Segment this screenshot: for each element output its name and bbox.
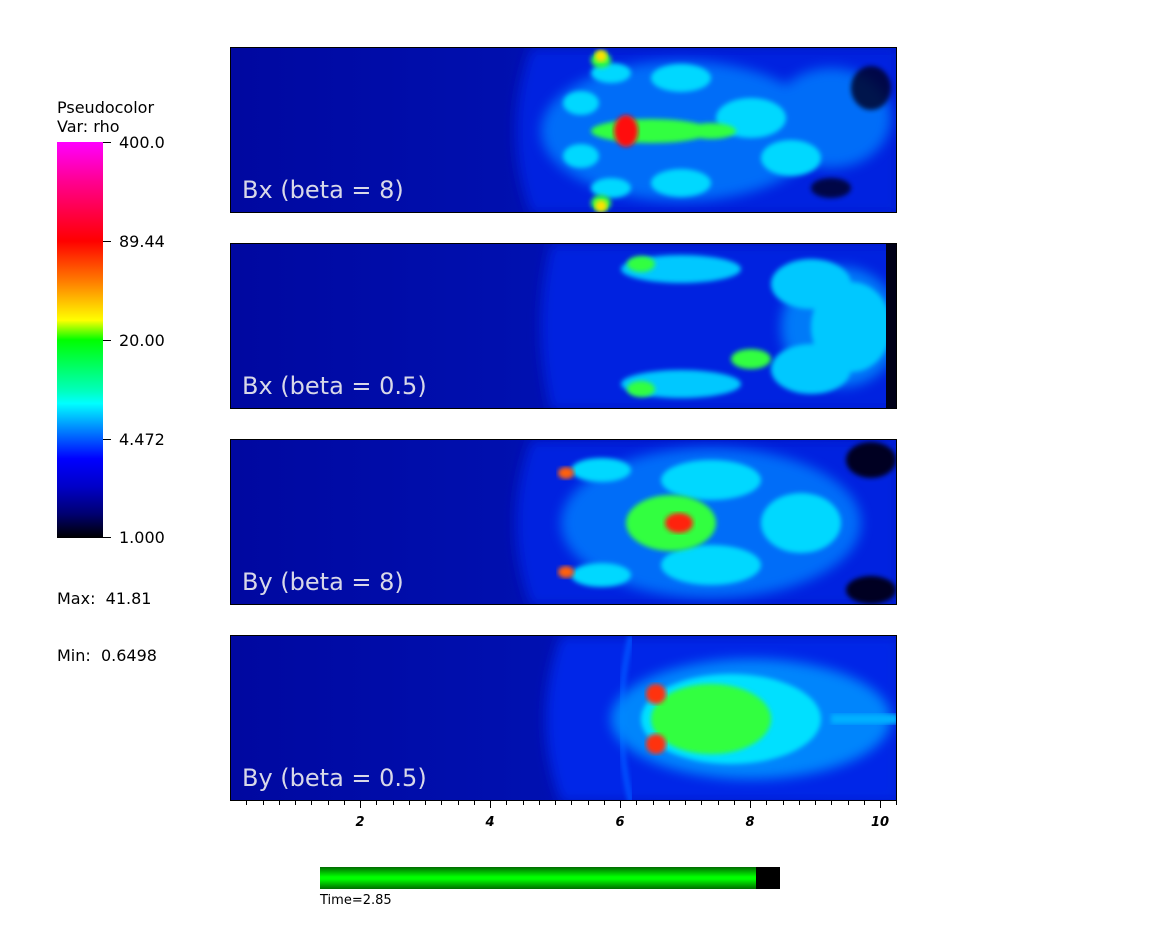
x-axis-tick — [734, 800, 735, 805]
x-axis-tick — [750, 800, 751, 808]
x-axis-tick — [279, 800, 280, 805]
x-axis-tick — [718, 800, 719, 805]
x-axis-tick — [669, 800, 670, 805]
x-axis-tick — [555, 800, 556, 805]
x-axis-tick — [620, 800, 621, 808]
colorbar-tick — [103, 537, 111, 538]
x-axis-tick — [588, 800, 589, 805]
panel-label: By (beta = 8) — [242, 568, 404, 596]
x-axis-tick — [523, 800, 524, 805]
legend-min: Min: 0.6498 — [57, 646, 157, 665]
x-axis-tick-label: 2 — [355, 815, 365, 830]
x-axis-tick — [636, 800, 637, 805]
x-axis-tick — [815, 800, 816, 805]
panel-label: Bx (beta = 0.5) — [242, 372, 427, 400]
time-progress-fill — [320, 867, 757, 889]
panel-label: Bx (beta = 8) — [242, 176, 404, 204]
x-axis-line — [230, 800, 897, 801]
x-axis-tick — [246, 800, 247, 805]
colorbar-tick-label: 400.0 — [119, 133, 165, 152]
density-field-image — [231, 636, 896, 800]
simulation-panel-bx-beta-0-5: Bx (beta = 0.5) — [230, 243, 897, 409]
colorbar-tick-label: 20.00 — [119, 331, 165, 350]
simulation-panel-bx-beta-8: Bx (beta = 8) — [230, 47, 897, 213]
x-axis-tick-label: 4 — [485, 815, 495, 830]
x-axis-tick-label: 8 — [745, 815, 755, 830]
x-axis-tick — [393, 800, 394, 805]
x-axis: 2 4 6 8 10 — [230, 800, 897, 840]
x-axis-tick — [328, 800, 329, 805]
x-axis-tick — [376, 800, 377, 805]
density-field-image — [231, 440, 896, 604]
x-axis-tick — [295, 800, 296, 805]
simulation-panel-by-beta-0-5: By (beta = 0.5) — [230, 635, 897, 801]
time-label: Time=2.85 — [320, 893, 392, 908]
x-axis-tick — [263, 800, 264, 805]
colorbar-tick — [103, 142, 111, 143]
legend-plot-type: Pseudocolor — [57, 98, 155, 117]
x-axis-tick — [344, 800, 345, 805]
x-axis-tick — [701, 800, 702, 805]
colorbar-tick-label: 1.000 — [119, 528, 165, 547]
x-axis-tick — [571, 800, 572, 805]
colorbar-tick-label: 4.472 — [119, 430, 165, 449]
x-axis-tick — [425, 800, 426, 805]
simulation-panel-by-beta-8: By (beta = 8) — [230, 439, 897, 605]
x-axis-tick — [409, 800, 410, 805]
colorbar-tick — [103, 439, 111, 440]
x-axis-tick — [831, 800, 832, 805]
x-axis-tick — [311, 800, 312, 805]
x-axis-tick — [685, 800, 686, 805]
colorbar-tick — [103, 241, 111, 242]
x-axis-tick — [896, 800, 897, 805]
colorbar-tick — [103, 340, 111, 341]
panel-label: By (beta = 0.5) — [242, 764, 427, 792]
x-axis-tick — [506, 800, 507, 805]
colorbar — [57, 142, 103, 538]
legend-variable: Var: rho — [57, 117, 120, 136]
legend-minmax: Max: 41.81 Min: 0.6498 — [57, 551, 157, 684]
x-axis-tick — [539, 800, 540, 805]
x-axis-tick — [458, 800, 459, 805]
colorbar-tick-label: 89.44 — [119, 232, 165, 251]
x-axis-tick — [880, 800, 881, 808]
x-axis-tick — [848, 800, 849, 805]
density-field-image — [231, 48, 896, 212]
time-progress-bar — [320, 867, 780, 889]
density-field-image — [231, 244, 896, 408]
x-axis-tick — [653, 800, 654, 805]
x-axis-tick — [864, 800, 865, 805]
x-axis-tick — [474, 800, 475, 805]
x-axis-tick — [799, 800, 800, 805]
x-axis-tick — [441, 800, 442, 805]
x-axis-tick-label: 6 — [615, 815, 625, 830]
x-axis-tick — [490, 800, 491, 808]
x-axis-tick — [604, 800, 605, 805]
x-axis-tick — [360, 800, 361, 808]
x-axis-tick — [783, 800, 784, 805]
legend-max: Max: 41.81 — [57, 589, 152, 608]
x-axis-tick-label: 10 — [870, 815, 890, 830]
x-axis-tick — [766, 800, 767, 805]
legend-title: Pseudocolor Var: rho — [57, 98, 154, 136]
